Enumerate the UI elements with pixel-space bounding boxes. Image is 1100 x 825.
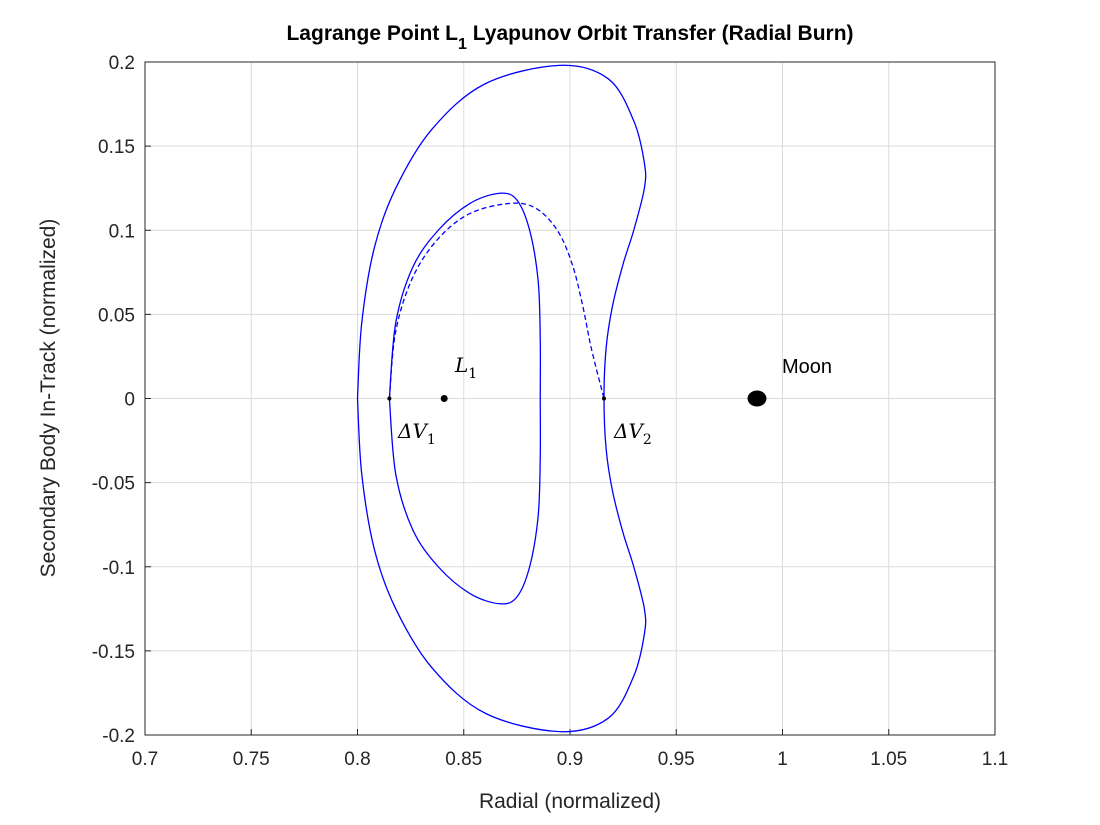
x-tick-label: 0.75 [233, 749, 270, 770]
plot-frame [144, 61, 996, 736]
dv2-label-main: ΔV [613, 419, 645, 443]
dv2-point [602, 396, 606, 401]
y-tick-label: 0.05 [98, 305, 135, 326]
moon-body [747, 390, 767, 407]
moon-label: Moon [782, 356, 832, 378]
y-tick-label: -0.15 [92, 642, 135, 663]
y-tick-label: -0.05 [92, 474, 135, 495]
inner-orbit-line [388, 192, 542, 605]
dv1-label-main: ΔV [397, 419, 429, 443]
y-tick-label: 0.2 [109, 53, 135, 74]
x-tick-label: 1 [777, 749, 788, 770]
dv1-label: ΔV1 [397, 419, 436, 448]
l1-label-sub: 1 [468, 366, 477, 382]
dv1-point [387, 396, 392, 401]
l1-label: L1 [454, 353, 477, 382]
transfer-arc-line [388, 202, 605, 399]
y-tick-label: 0 [124, 390, 135, 411]
l1-point [440, 395, 448, 402]
title-rest: Lyapunov Orbit Transfer (Radial Burn) [467, 22, 854, 45]
l1-label-main: L [454, 353, 468, 377]
grid-lines [144, 61, 996, 736]
x-axis-label: Radial (normalized) [479, 790, 661, 813]
y-axis-label: Secondary Body In-Track (normalized) [37, 219, 60, 578]
axis-ticks: 0.7 0.75 0.8 0.85 0.9 0.95 1 1.05 1.1 0.2 0.15 0.1 0… [92, 53, 1009, 770]
x-tick-label: 0.95 [658, 749, 695, 770]
y-tick-label: -0.2 [102, 726, 135, 747]
y-tick-label: -0.1 [102, 558, 135, 579]
x-tick-label: 1.1 [982, 749, 1008, 770]
dv2-label-sub: 2 [643, 432, 652, 448]
y-tick-label: 0.15 [98, 137, 135, 158]
y-tick-label: 0.1 [109, 221, 135, 242]
title-subscript: 1 [458, 36, 467, 53]
chart-title: Lagrange Point L1 Lyapunov Orbit Transfe… [286, 22, 853, 53]
dv2-label: ΔV2 [613, 419, 652, 448]
title-main: Lagrange Point L [286, 22, 458, 45]
x-tick-label: 1.05 [870, 749, 907, 770]
x-tick-label: 0.7 [132, 749, 158, 770]
x-tick-label: 0.8 [344, 749, 370, 770]
marker-layer [387, 390, 767, 407]
x-tick-label: 0.9 [557, 749, 583, 770]
dv1-label-sub: 1 [427, 432, 436, 448]
x-tick-label: 0.85 [445, 749, 482, 770]
